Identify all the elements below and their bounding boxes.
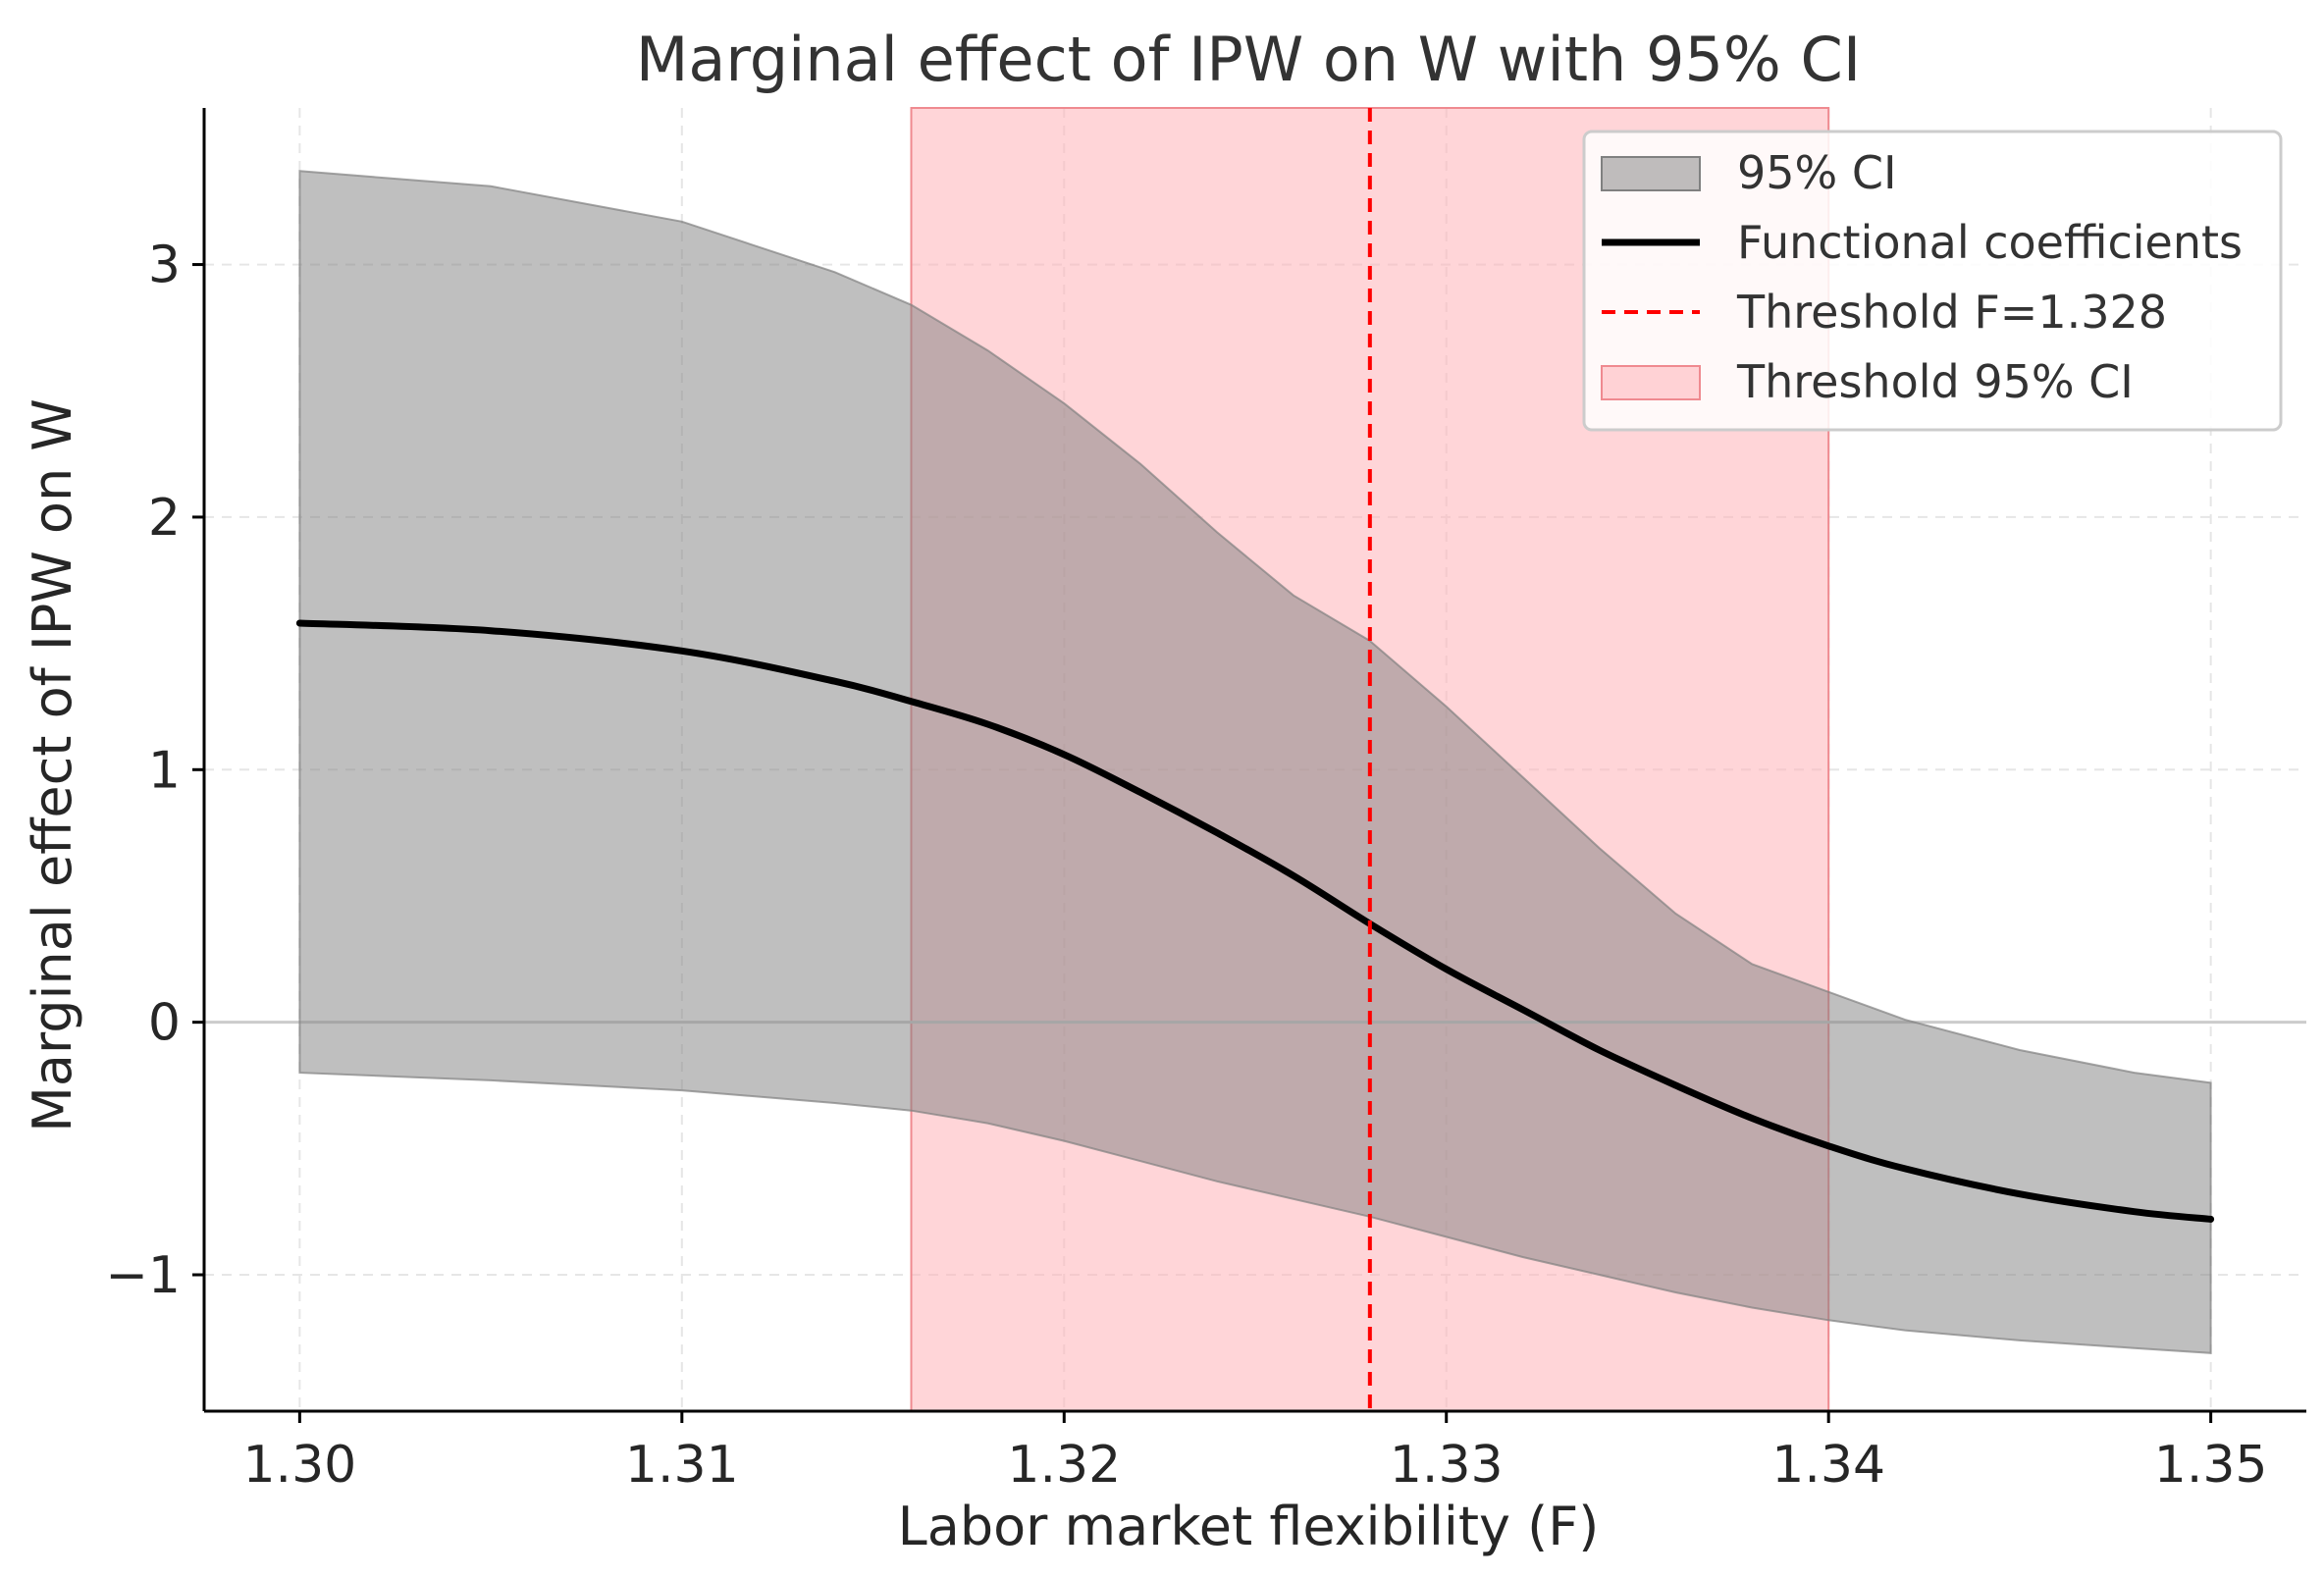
y-tick-label: 1 — [148, 741, 181, 800]
legend-label: Threshold 95% CI — [1736, 355, 2134, 408]
x-tick-label: 1.31 — [625, 1436, 739, 1495]
legend: 95% CI Functional coefficients Threshold F… — [1582, 130, 2283, 432]
y-tick-label: 2 — [148, 489, 181, 548]
axes: 1.30 1.31 1.32 1.33 1.34 1.35 −1 0 1 2 3 — [105, 108, 2306, 1495]
legend-swatch-threshold-ci — [1601, 365, 1701, 400]
ci-band — [298, 170, 2212, 1354]
legend-label: Threshold F=1.328 — [1736, 286, 2167, 339]
x-tick-label: 1.34 — [1771, 1436, 1885, 1495]
chart-title: Marginal effect of IPW on W with 95% CI — [636, 24, 1861, 95]
y-tick-label: −1 — [105, 1246, 181, 1305]
x-tick-label: 1.30 — [242, 1436, 356, 1495]
legend-swatch-ci — [1601, 156, 1701, 191]
y-axis-label: Marginal effect of IPW on W — [22, 398, 83, 1131]
x-tick-label: 1.35 — [2154, 1436, 2268, 1495]
legend-box — [1582, 130, 2283, 432]
x-axis-label: Labor market flexibility (F) — [898, 1496, 1600, 1557]
legend-label: 95% CI — [1737, 146, 1897, 199]
y-tick-label: 3 — [148, 237, 181, 295]
x-tick-label: 1.32 — [1007, 1436, 1121, 1495]
legend-label: Functional coefficients — [1737, 216, 2243, 269]
y-tick-label: 0 — [148, 994, 181, 1053]
x-tick-label: 1.33 — [1390, 1436, 1504, 1495]
functional-coefficients-line — [295, 619, 2215, 1223]
